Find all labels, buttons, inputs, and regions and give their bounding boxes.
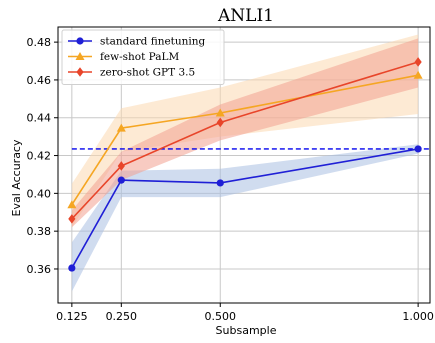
plot-frame [57, 26, 431, 304]
legend-marker-2 [76, 67, 84, 77]
band-series-2 [71, 38, 419, 228]
legend-label: few-shot PaLM [100, 51, 179, 63]
y-tick-label: 0.48 [27, 36, 52, 49]
marker-series-0-3 [414, 145, 422, 153]
marker-series-1-1 [116, 123, 126, 132]
x-tick-label: 1.000 [402, 310, 434, 323]
x-tick-label: 0.250 [106, 310, 138, 323]
y-tick-label: 0.42 [27, 150, 52, 163]
marker-series-0-0 [68, 264, 76, 272]
legend: standard finetuning few-shot PaLM zero-sho… [61, 29, 225, 85]
legend-label: standard finetuning [100, 36, 206, 48]
y-tick-label: 0.36 [27, 263, 52, 276]
x-tick-label: 0.500 [205, 310, 237, 323]
chart-title: ANLI1 [217, 6, 274, 26]
marker-series-2-2 [216, 117, 224, 128]
y-tick-label: 0.46 [27, 74, 52, 87]
legend-marker-1 [75, 52, 85, 60]
y-axis-ticks: 0.36 0.38 0.40 0.42 0.44 0.46 0.48 [27, 36, 58, 276]
y-axis-label: Eval Accuracy [10, 139, 23, 216]
marker-series-2-1 [117, 161, 125, 171]
marker-series-2-0 [68, 214, 76, 224]
marker-series-2-3 [414, 57, 422, 67]
line-series-2 [71, 61, 419, 220]
line-series-0 [71, 148, 419, 269]
line-series-1 [71, 74, 419, 206]
series-markers [67, 57, 423, 272]
legend-marker-0 [76, 37, 84, 45]
marker-series-0-2 [216, 179, 224, 187]
marker-series-1-2 [215, 108, 225, 117]
marker-series-1-3 [413, 70, 423, 79]
series-lines [71, 61, 419, 269]
x-tick-label: 0.125 [56, 310, 88, 323]
x-axis-ticks: 0.125 0.250 0.500 1.000 [56, 303, 434, 323]
marker-series-0-1 [117, 176, 125, 184]
legend-box [61, 29, 225, 85]
x-axis-label: Subsample [216, 324, 277, 337]
legend-label: zero-shot GPT 3.5 [100, 67, 195, 79]
marker-series-1-0 [67, 200, 77, 209]
y-tick-label: 0.40 [27, 187, 52, 200]
y-tick-label: 0.38 [27, 225, 52, 238]
y-tick-label: 0.44 [27, 112, 52, 125]
